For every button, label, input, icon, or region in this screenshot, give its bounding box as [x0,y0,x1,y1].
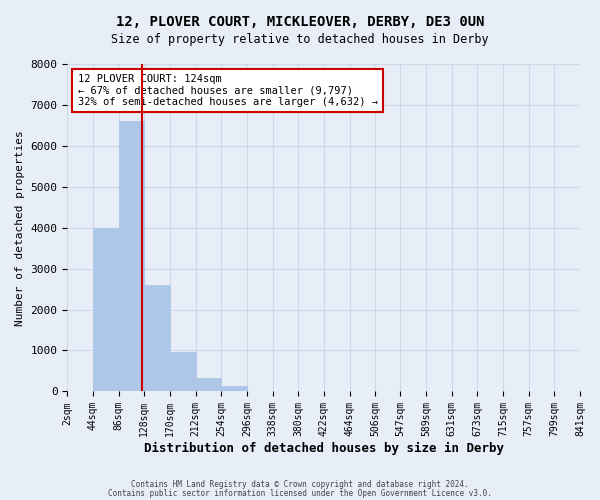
X-axis label: Distribution of detached houses by size in Derby: Distribution of detached houses by size … [143,442,503,455]
Bar [93,228,119,392]
Y-axis label: Number of detached properties: Number of detached properties [15,130,25,326]
Text: 12 PLOVER COURT: 124sqm
← 67% of detached houses are smaller (9,797)
32% of semi: 12 PLOVER COURT: 124sqm ← 67% of detache… [77,74,377,107]
Text: 12, PLOVER COURT, MICKLEOVER, DERBY, DE3 0UN: 12, PLOVER COURT, MICKLEOVER, DERBY, DE3… [116,15,484,29]
Text: Contains public sector information licensed under the Open Government Licence v3: Contains public sector information licen… [108,488,492,498]
Bar [196,378,221,392]
Bar [144,285,170,392]
Bar [221,386,247,392]
Bar [170,352,196,392]
Text: Size of property relative to detached houses in Derby: Size of property relative to detached ho… [111,32,489,46]
Text: Contains HM Land Registry data © Crown copyright and database right 2024.: Contains HM Land Registry data © Crown c… [131,480,469,489]
Bar [119,122,144,392]
